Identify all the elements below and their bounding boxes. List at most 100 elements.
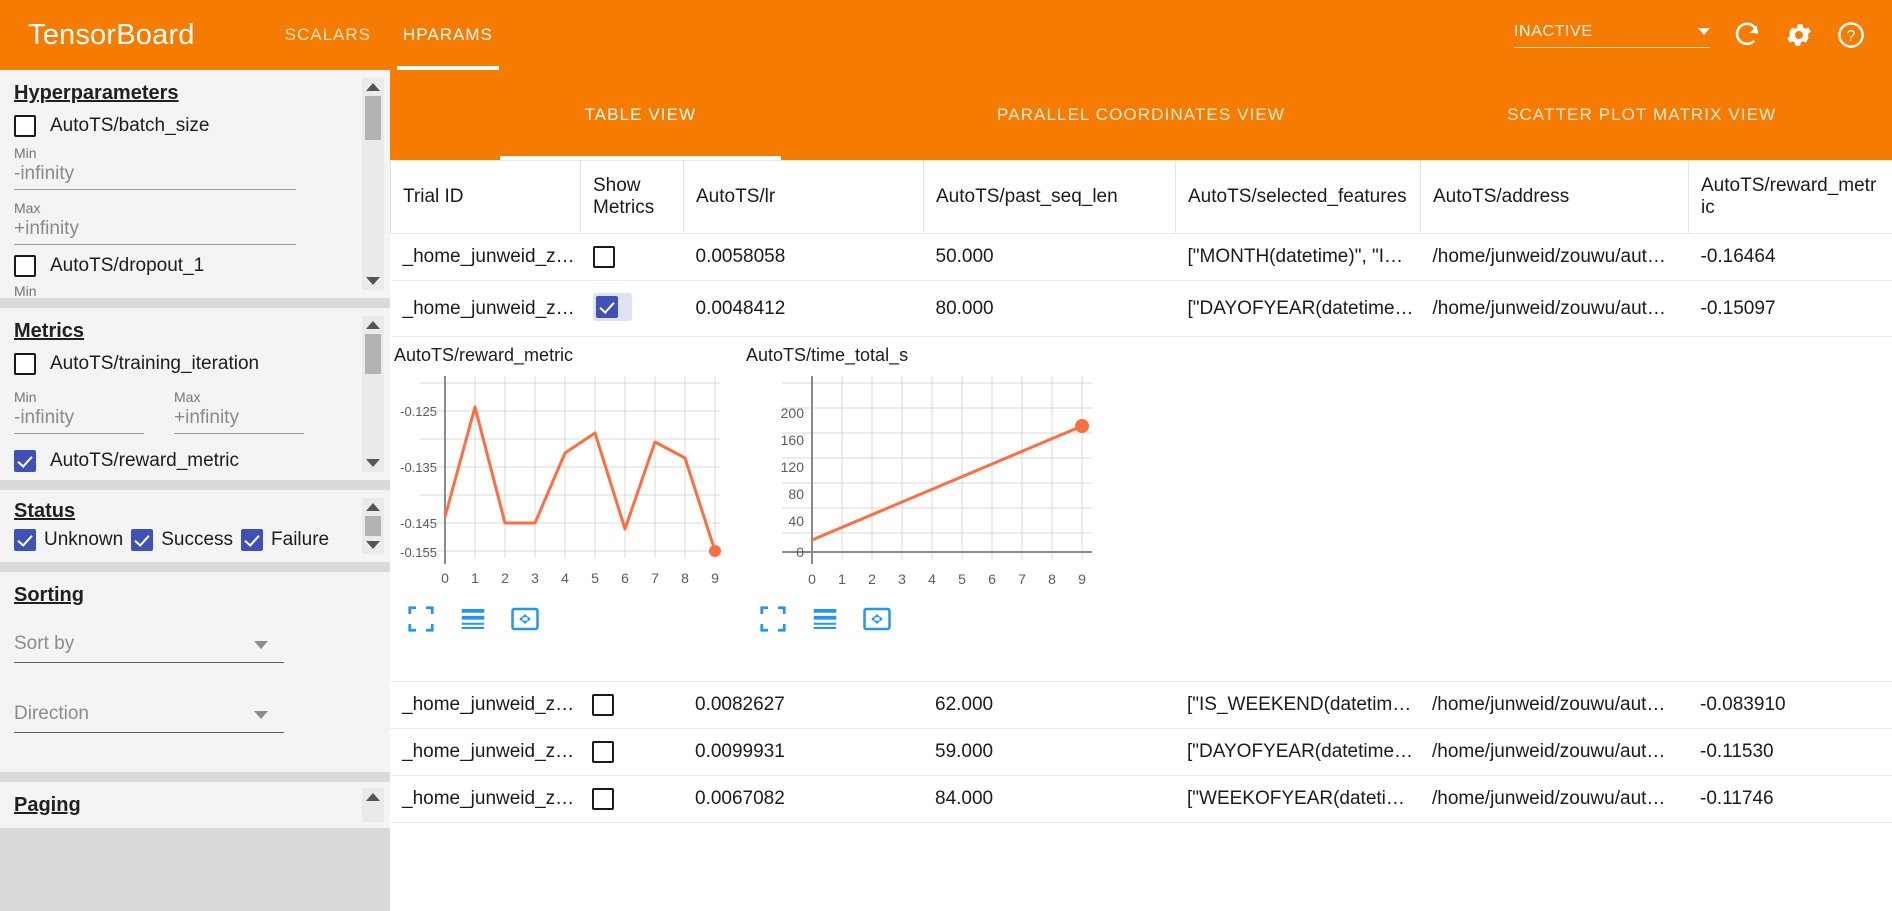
column-header-past-seq-len[interactable]: AutoTS/past_seq_len bbox=[923, 160, 1176, 234]
cell-lr: 0.0048412 bbox=[683, 280, 924, 337]
scrollbar-thumb[interactable] bbox=[365, 334, 381, 374]
scrollbar-thumb[interactable] bbox=[365, 516, 381, 536]
sort-direction-select[interactable]: Direction bbox=[14, 703, 284, 733]
metric-row-training-iteration[interactable]: AutoTS/training_iteration bbox=[14, 353, 372, 375]
status-row-failure[interactable]: Failure bbox=[241, 529, 329, 551]
fullscreen-icon[interactable] bbox=[758, 604, 788, 634]
chart-canvas-time-total-s[interactable]: 200 160 120 80 40 0 0 1 2 3 4 5 6 7 8 9 bbox=[742, 368, 1117, 593]
metric-checkbox-training-iteration[interactable] bbox=[14, 353, 36, 375]
status-row-success[interactable]: Success bbox=[131, 529, 233, 551]
column-header-show-metrics[interactable]: Show Metrics bbox=[580, 160, 684, 234]
svg-text:120: 120 bbox=[781, 459, 805, 475]
hparam-checkbox-batch-size[interactable] bbox=[14, 115, 36, 137]
paging-title: Paging bbox=[14, 794, 81, 816]
column-header-lr[interactable]: AutoTS/lr bbox=[683, 160, 924, 234]
hparam-min-label: Min bbox=[14, 145, 37, 161]
svg-text:5: 5 bbox=[958, 571, 966, 587]
svg-text:5: 5 bbox=[591, 570, 599, 586]
metric-min-field-training-iteration[interactable]: Min -infinity bbox=[14, 389, 144, 434]
cell-show-metrics[interactable] bbox=[580, 775, 683, 823]
scroll-up-icon[interactable] bbox=[366, 793, 380, 801]
show-metrics-checkbox[interactable] bbox=[592, 246, 615, 268]
reload-icon[interactable] bbox=[1732, 20, 1762, 50]
scroll-down-icon[interactable] bbox=[366, 541, 380, 549]
table-row[interactable]: _home_junweid_z… 0.0058058 50.000 ["MONT… bbox=[390, 233, 1892, 281]
scroll-down-icon[interactable] bbox=[366, 277, 380, 285]
nav-tab-scalars[interactable]: SCALARS bbox=[284, 25, 372, 44]
metric-max-field-training-iteration[interactable]: Max +infinity bbox=[174, 389, 304, 434]
chart-toolbar-reward-metric bbox=[406, 604, 750, 634]
sort-by-select[interactable]: Sort by bbox=[14, 633, 284, 663]
tab-scatter-plot-matrix-view[interactable]: SCATTER PLOT MATRIX VIEW bbox=[1507, 105, 1777, 124]
status-checkbox-failure[interactable] bbox=[241, 529, 264, 551]
metric-label-training-iteration: AutoTS/training_iteration bbox=[50, 353, 260, 374]
scroll-up-icon[interactable] bbox=[366, 321, 380, 329]
table-row[interactable]: _home_junweid_z… 0.0082627 62.000 ["IS_W… bbox=[390, 682, 1892, 729]
scroll-down-icon[interactable] bbox=[366, 459, 380, 467]
hparam-min-label-dropout-1: Min bbox=[14, 283, 37, 298]
table-header-row: Trial ID Show Metrics AutoTS/lr AutoTS/p… bbox=[390, 160, 1892, 234]
column-header-selected-features[interactable]: AutoTS/selected_features bbox=[1175, 160, 1421, 234]
status-scrollbar[interactable] bbox=[362, 498, 384, 554]
hparam-min-field-batch-size[interactable]: Min -infinity bbox=[14, 145, 296, 190]
hparam-max-field-batch-size[interactable]: Max +infinity bbox=[14, 200, 296, 245]
status-row-unknown[interactable]: Unknown bbox=[14, 529, 123, 551]
metric-checkbox-reward-metric[interactable] bbox=[14, 450, 36, 472]
fullscreen-icon[interactable] bbox=[406, 604, 436, 634]
show-metrics-checkbox[interactable] bbox=[595, 296, 618, 318]
metric-max-label: Max bbox=[174, 389, 201, 405]
metric-row-reward-metric[interactable]: AutoTS/reward_metric bbox=[14, 450, 372, 472]
chart-last-point-marker bbox=[709, 545, 721, 557]
svg-text:200: 200 bbox=[781, 405, 805, 421]
main-content: TABLE VIEW PARALLEL COORDINATES VIEW SCA… bbox=[390, 70, 1892, 911]
metric-range-training-iteration: Min -infinity Max +infinity bbox=[14, 381, 304, 444]
cell-reward-metric: -0.11746 bbox=[1688, 775, 1892, 823]
cell-show-metrics[interactable] bbox=[580, 728, 683, 776]
cell-lr: 0.0067082 bbox=[683, 775, 923, 823]
cell-trial-id: _home_junweid_z… bbox=[390, 233, 581, 281]
cell-past-seq-len: 59.000 bbox=[923, 728, 1175, 776]
trials-table-top: Trial ID Show Metrics AutoTS/lr AutoTS/p… bbox=[390, 160, 1892, 337]
fit-icon[interactable] bbox=[510, 604, 540, 634]
status-label-success: Success bbox=[161, 529, 234, 550]
show-metrics-checkbox[interactable] bbox=[592, 694, 614, 716]
paging-scrollbar[interactable] bbox=[362, 788, 384, 822]
metric-min-value: -infinity bbox=[14, 407, 144, 434]
cell-past-seq-len: 50.000 bbox=[923, 233, 1176, 281]
show-metrics-checkbox[interactable] bbox=[592, 741, 614, 763]
metrics-scrollbar[interactable] bbox=[362, 316, 384, 472]
lines-icon[interactable] bbox=[810, 604, 840, 634]
scrollbar-thumb[interactable] bbox=[365, 96, 381, 140]
hparam-row-batch-size[interactable]: AutoTS/batch_size bbox=[14, 115, 372, 137]
gear-icon[interactable] bbox=[1784, 20, 1814, 50]
status-checkbox-unknown[interactable] bbox=[14, 529, 36, 551]
tab-table-view[interactable]: TABLE VIEW bbox=[390, 70, 891, 160]
fit-icon[interactable] bbox=[862, 604, 892, 634]
lines-icon[interactable] bbox=[458, 604, 488, 634]
scroll-up-icon[interactable] bbox=[366, 83, 380, 91]
cell-show-metrics[interactable] bbox=[580, 682, 683, 729]
run-status-value: INACTIVE bbox=[1514, 22, 1593, 40]
show-metrics-checkbox[interactable] bbox=[592, 788, 614, 810]
help-icon[interactable]: ? bbox=[1836, 20, 1866, 50]
cell-show-metrics[interactable] bbox=[580, 233, 684, 281]
table-row[interactable]: _home_junweid_z… 0.0099931 59.000 ["DAYO… bbox=[390, 728, 1892, 776]
column-header-trial-id[interactable]: Trial ID bbox=[390, 160, 581, 234]
column-header-reward-metric[interactable]: AutoTS/reward_metric bbox=[1688, 160, 1892, 234]
column-header-address[interactable]: AutoTS/address bbox=[1420, 160, 1689, 234]
nav-tab-hparams[interactable]: HPARAMS bbox=[387, 0, 509, 70]
hparam-row-dropout-1[interactable]: AutoTS/dropout_1 bbox=[14, 255, 372, 277]
cell-show-metrics[interactable] bbox=[580, 280, 684, 337]
run-status-select[interactable]: INACTIVE bbox=[1514, 23, 1710, 48]
hparam-checkbox-dropout-1[interactable] bbox=[14, 255, 36, 277]
table-row[interactable]: _home_junweid_z… 0.0048412 80.000 ["DAYO… bbox=[390, 280, 1892, 337]
status-checkbox-success[interactable] bbox=[131, 529, 154, 551]
metric-range-reward-metric: Min Max bbox=[14, 478, 304, 480]
app-brand: TensorBoard bbox=[28, 18, 195, 51]
table-row[interactable]: _home_junweid_z… 0.0067082 84.000 ["WEEK… bbox=[390, 775, 1892, 823]
tab-parallel-coordinates-view[interactable]: PARALLEL COORDINATES VIEW bbox=[997, 105, 1285, 124]
hyperparameters-scrollbar[interactable] bbox=[362, 78, 384, 290]
scroll-up-icon[interactable] bbox=[366, 503, 380, 511]
svg-text:160: 160 bbox=[781, 432, 805, 448]
